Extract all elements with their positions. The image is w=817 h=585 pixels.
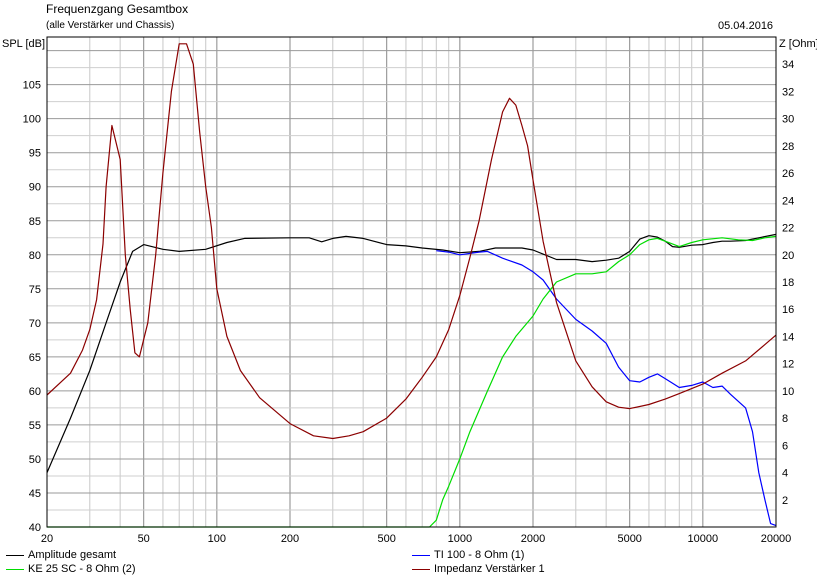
series-lines [46, 43, 777, 528]
y-left-tick-label: 50 [29, 454, 41, 466]
series-line-4 [46, 43, 777, 440]
series-line-3 [47, 235, 777, 528]
chart-title: Frequenzgang Gesamtbox [46, 2, 189, 16]
y-right-tick-label: 12 [782, 359, 794, 371]
y-right-axis-label: Z [Ohm] [779, 38, 817, 50]
y-left-tick-label: 60 [29, 386, 41, 398]
y-right-tick-label: 28 [782, 141, 794, 153]
legend-label: TI 100 - 8 Ohm (1) [434, 549, 525, 561]
y-left-tick-label: 45 [29, 488, 41, 500]
plot-frame [46, 36, 777, 528]
y-left-tick-label: 75 [29, 284, 41, 296]
y-right-tick-label: 30 [782, 114, 794, 126]
y-right-tick-label: 4 [782, 468, 788, 480]
y-right-tick-label: 22 [782, 223, 794, 235]
legend-item: Amplitude gesamt [6, 549, 116, 562]
x-tick-label: 20000 [761, 533, 792, 545]
x-tick-label: 50 [138, 533, 150, 545]
y-left-axis-label: SPL [dB] [2, 38, 46, 50]
series-line-2 [436, 250, 777, 527]
x-tick-label: 500 [378, 533, 396, 545]
x-tick-label: 100 [208, 533, 226, 545]
y-left-tick-label: 80 [29, 250, 41, 262]
tick-labels: 20 50 100 200 500 1000 2000 5000 10000 2000040455… [23, 59, 795, 545]
x-tick-label: 10000 [688, 533, 719, 545]
y-right-tick-label: 8 [782, 413, 788, 425]
legend-swatch [412, 568, 430, 570]
y-left-tick-label: 70 [29, 318, 41, 330]
y-left-tick-label: 55 [29, 420, 41, 432]
y-right-tick-label: 16 [782, 304, 794, 316]
x-tick-label: 5000 [617, 533, 641, 545]
y-right-tick-label: 2 [782, 495, 788, 507]
x-tick-label: 2000 [521, 533, 545, 545]
legend-label: Amplitude gesamt [28, 549, 117, 561]
legend-swatch [6, 568, 24, 570]
y-right-tick-label: 6 [782, 440, 788, 452]
y-right-tick-label: 10 [782, 386, 794, 398]
x-tick-label: 20 [41, 533, 53, 545]
y-left-tick-label: 95 [29, 148, 41, 160]
y-right-tick-label: 26 [782, 168, 794, 180]
y-right-tick-label: 32 [782, 86, 794, 98]
legend-item: KE 25 SC - 8 Ohm (2) [6, 563, 136, 576]
legend-label: KE 25 SC - 8 Ohm (2) [28, 563, 136, 575]
chart-subtitle: (alle Verstärker und Chassis) [46, 20, 175, 31]
y-left-tick-label: 105 [23, 80, 41, 92]
x-tick-label: 200 [281, 533, 299, 545]
y-left-tick-label: 90 [29, 182, 41, 194]
y-right-tick-label: 34 [782, 59, 794, 71]
y-left-tick-label: 40 [29, 522, 41, 534]
chart-date: 05.04.2016 [718, 20, 774, 32]
y-left-tick-label: 65 [29, 352, 41, 364]
legend-swatch [6, 554, 24, 556]
y-left-tick-label: 100 [23, 114, 41, 126]
y-right-tick-label: 24 [782, 195, 794, 207]
series-line-1 [46, 233, 777, 473]
legend-label: Impedanz Verstärker 1 [434, 563, 545, 575]
y-left-tick-label: 85 [29, 216, 41, 228]
legend-swatch [412, 554, 430, 556]
legend-item: Impedanz Verstärker 1 [412, 563, 545, 576]
y-right-tick-label: 20 [782, 250, 794, 262]
legend-item: TI 100 - 8 Ohm (1) [412, 549, 524, 562]
grid [46, 37, 777, 528]
y-right-tick-label: 14 [782, 331, 794, 343]
y-right-tick-label: 18 [782, 277, 794, 289]
x-tick-label: 1000 [448, 533, 472, 545]
